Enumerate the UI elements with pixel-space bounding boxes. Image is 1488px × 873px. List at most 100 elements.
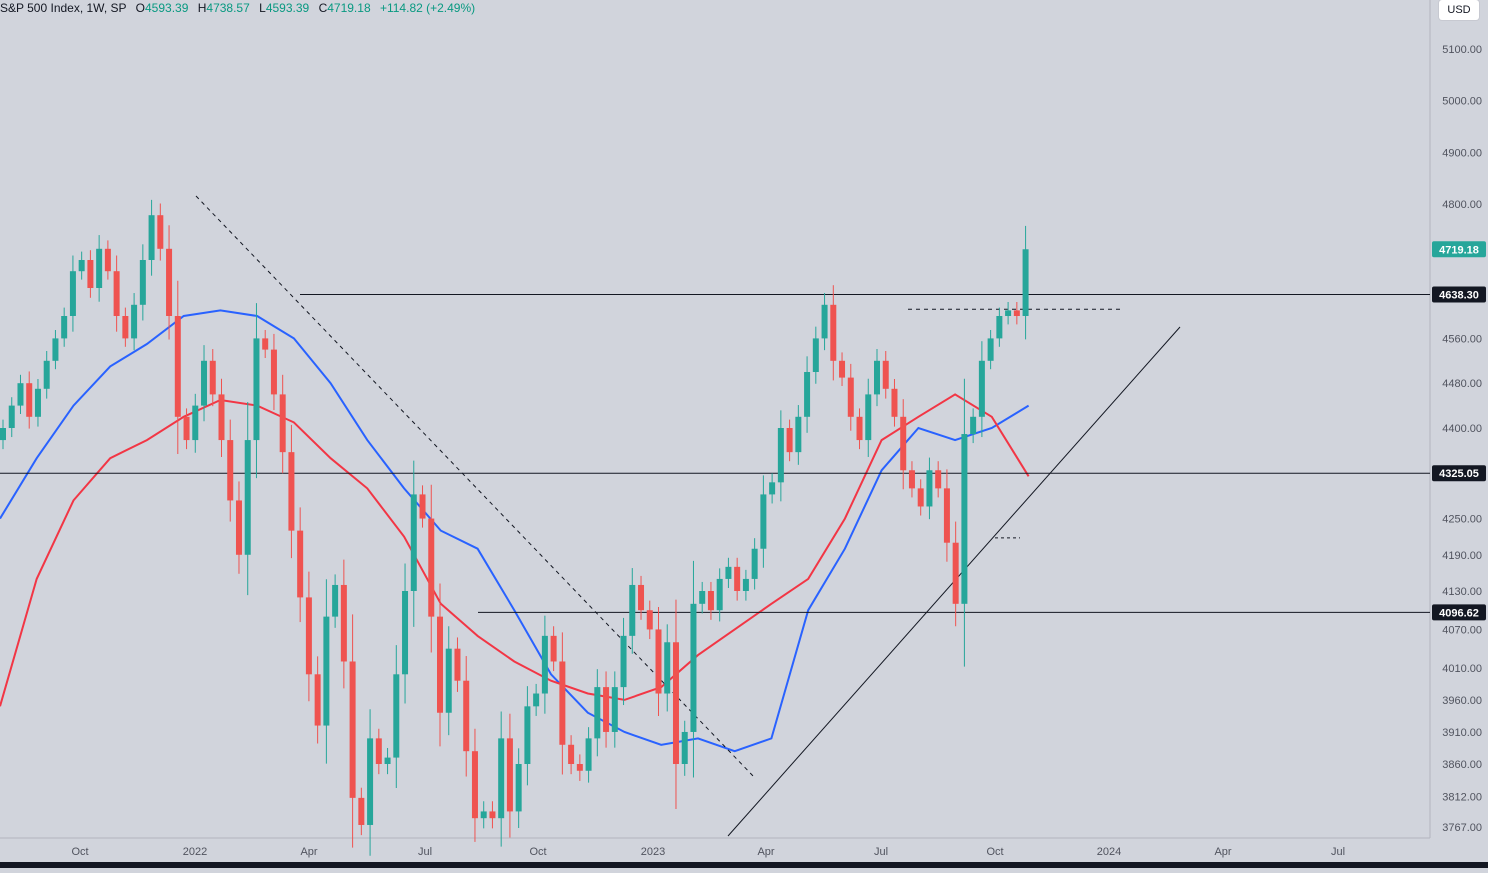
high-label: H [197, 1, 207, 15]
candle-body [8, 405, 15, 428]
candle-body [26, 383, 33, 417]
time-tick-label: Jul [874, 846, 888, 858]
candle-body [104, 248, 111, 272]
low-value: 4593.39 [265, 1, 310, 15]
candle-body [34, 388, 41, 417]
time-tick-label: Jul [1331, 846, 1345, 858]
candle-body [935, 470, 942, 489]
candle-body [96, 248, 103, 288]
candle-body [742, 578, 749, 591]
candle-body [471, 751, 478, 819]
candle-body [340, 584, 347, 662]
candle-body [279, 394, 286, 453]
moving-averages [0, 309, 1030, 753]
candle-body [131, 304, 138, 339]
moving-average-fast [0, 309, 1030, 753]
candle-body [166, 248, 173, 316]
candle-body [253, 338, 260, 441]
candle-body [611, 687, 618, 732]
candle-body [244, 440, 251, 555]
candle-body [454, 648, 461, 681]
candle-body [699, 591, 706, 604]
candle-body [926, 470, 933, 507]
candle-body [524, 706, 531, 764]
time-tick-label: Oct [529, 846, 546, 858]
candle-body [961, 434, 968, 604]
candle-body [603, 687, 610, 732]
candle-body [664, 642, 671, 694]
candle-body [839, 360, 846, 378]
candle-body [358, 797, 365, 825]
candle-body [227, 440, 234, 501]
candle-body [760, 494, 767, 549]
candle-body [506, 738, 513, 812]
candle-body [297, 530, 304, 598]
price-label-badge [1432, 241, 1486, 258]
price-tick-label: 4400.00 [1442, 423, 1482, 435]
low-label: L [259, 1, 266, 15]
candle-body [235, 500, 242, 555]
time-tick-label: 2024 [1097, 846, 1121, 858]
price-label-text: 4325.05 [1439, 468, 1479, 480]
candle-body [463, 680, 470, 752]
candle-body [821, 304, 828, 339]
close-value: 4719.18 [327, 1, 371, 15]
candle-body [489, 811, 496, 819]
price-label-text: 4719.18 [1439, 244, 1479, 256]
currency-button[interactable]: USD [1439, 0, 1479, 20]
price-tick-label: 5000.00 [1442, 96, 1482, 108]
time-tick-label: Oct [986, 846, 1003, 858]
candle-body [620, 635, 627, 688]
candle-body [725, 566, 732, 579]
price-tick-label: 3860.00 [1442, 759, 1482, 771]
time-tick-label: Apr [1214, 846, 1231, 858]
candle-body [1005, 310, 1012, 316]
time-tick-label: 2023 [641, 846, 665, 858]
candle-body [751, 548, 758, 579]
candle-body [795, 416, 802, 453]
time-tick-label: Oct [71, 846, 88, 858]
candle-body [393, 674, 400, 758]
candle-body [384, 757, 391, 764]
candle-body [1013, 310, 1020, 316]
candle-body [550, 635, 557, 662]
time-axis: Oct 2022 Apr Jul Oct 2023 Apr Jul Oct 2024 Apr Jul [71, 846, 1345, 858]
price-tick-label: 4560.00 [1442, 333, 1482, 345]
open-value: 4593.39 [145, 1, 189, 15]
candle-body [830, 304, 837, 361]
symbol-legend: S&P 500 Index, 1W, SP O4593.39 H4738.57 … [0, 0, 475, 16]
candle-body [515, 764, 522, 812]
candle-body [87, 260, 94, 288]
candle-body [952, 542, 959, 604]
candle-body [410, 494, 417, 591]
candle-body [201, 360, 208, 406]
price-tick-label: 4900.00 [1442, 147, 1482, 159]
candle-body [270, 349, 277, 395]
bottom-strip [0, 862, 1488, 868]
candle-body [174, 316, 181, 417]
candle-body [559, 661, 566, 745]
candle-body [428, 518, 435, 617]
candle-body [69, 271, 76, 316]
close-label: C [318, 1, 328, 15]
price-tick-label: 4130.00 [1442, 586, 1482, 598]
candle-body [672, 642, 679, 764]
candle-body [891, 388, 898, 417]
price-axis: 5100.00 5000.00 4900.00 4800.00 4560.00 4480.… [1432, 44, 1486, 834]
candle-body [419, 494, 426, 519]
candle-body [777, 428, 784, 483]
time-tick-label: Jul [418, 846, 432, 858]
price-tick-label: 4250.00 [1442, 514, 1482, 526]
candle-body [43, 360, 50, 389]
price-label-text: 4638.30 [1439, 290, 1479, 302]
candle-body [541, 635, 548, 694]
price-label-badge [1432, 465, 1486, 482]
candle-body [690, 603, 697, 732]
candle-body [367, 738, 374, 825]
candle-body [262, 338, 269, 350]
candle-body [480, 811, 487, 819]
candle-body [445, 648, 452, 713]
candle-body [786, 428, 793, 453]
